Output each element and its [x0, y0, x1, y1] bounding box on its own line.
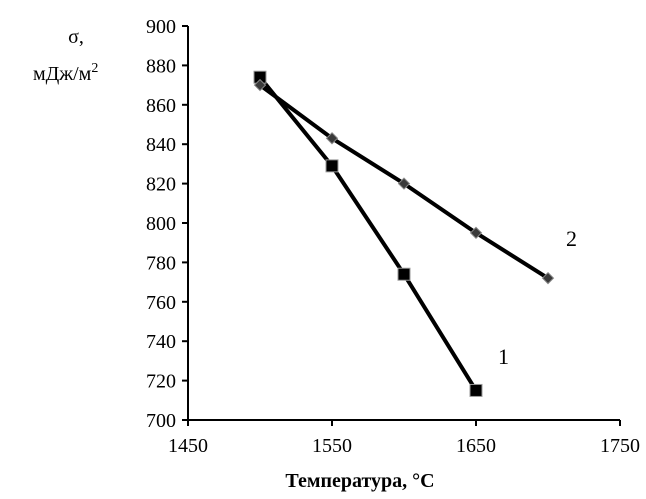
y-tick-label: 820: [146, 174, 176, 196]
x-tick-label: 1650: [456, 435, 496, 457]
y-tick-label: 700: [146, 410, 176, 432]
series-markers: [253, 70, 555, 397]
y-tick-label: 740: [146, 331, 176, 353]
x-tick-label: 1750: [600, 435, 640, 457]
y-tick-label: 900: [146, 16, 176, 38]
x-tick-label: 1550: [312, 435, 352, 457]
series-2-point: [325, 132, 339, 145]
series-2-point: [397, 177, 411, 190]
series-1-point: [325, 159, 339, 173]
y-tick-label: 780: [146, 252, 176, 274]
x-tick-label: 1450: [168, 435, 208, 457]
y-axis-label-unit: мДж/м2: [33, 61, 98, 85]
y-tick-label: 720: [146, 371, 176, 393]
y-axis-label-unit-base: мДж/м: [33, 63, 92, 85]
series-1-line: [258, 75, 478, 392]
series-2-point: [541, 271, 555, 285]
series-1-point: [397, 267, 411, 281]
series-2-point: [253, 78, 267, 92]
series-1-point: [469, 383, 483, 397]
series-label-2: 2: [566, 226, 577, 251]
axes: [187, 26, 620, 421]
y-ticks: 700 720 740 760 780 800 820 840 860 880 900: [146, 16, 188, 432]
y-tick-label: 880: [146, 55, 176, 77]
y-tick-label: 800: [146, 213, 176, 235]
y-tick-label: 760: [146, 292, 176, 314]
y-tick-label: 860: [146, 95, 176, 117]
series-label-1: 1: [498, 344, 509, 369]
x-ticks: 1450 1550 1650 1750: [168, 420, 640, 457]
y-tick-label: 840: [146, 134, 176, 156]
y-axis-label-unit-superscript: 2: [91, 61, 98, 76]
series-2-point: [469, 226, 483, 240]
y-axis-label-symbol: σ,: [68, 26, 84, 48]
x-axis-label: Температура, °C: [285, 470, 434, 492]
